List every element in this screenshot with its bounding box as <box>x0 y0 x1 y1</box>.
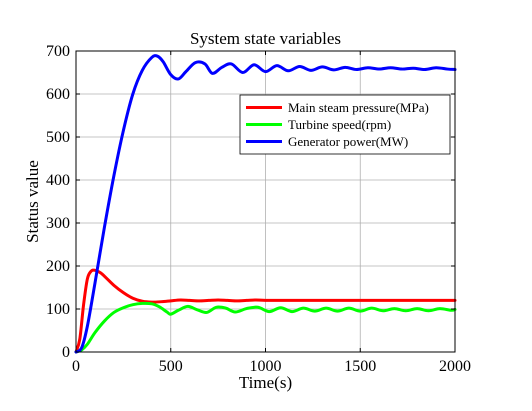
y-tick-label: 0 <box>62 344 70 361</box>
y-tick-label: 400 <box>46 172 70 189</box>
series-lines <box>74 54 457 354</box>
x-tick-label: 1500 <box>344 358 376 375</box>
chart-title: System state variables <box>190 29 341 48</box>
y-tick-label: 700 <box>46 43 70 60</box>
x-tick-label: 2000 <box>439 358 471 375</box>
y-tick-label: 500 <box>46 129 70 146</box>
legend: Main steam pressure(MPa) Turbine speed(rp… <box>239 94 451 155</box>
axis-ticks: 0 500 1000 1500 2000 0 100 200 300 400 500 600 700 <box>46 43 471 375</box>
x-tick-label: 1000 <box>250 358 282 375</box>
y-tick-label: 300 <box>46 215 70 232</box>
legend-label-turbine-speed: Turbine speed(rpm) <box>288 117 391 132</box>
legend-label-generator-power: Generator power(MW) <box>288 134 408 149</box>
x-tick-label: 500 <box>159 358 183 375</box>
x-tick-label: 0 <box>72 358 80 375</box>
series-line-generator-power <box>74 54 457 354</box>
y-axis-title: Status value <box>23 160 42 243</box>
series-line-main-steam-pressure <box>74 268 457 354</box>
y-tick-label: 100 <box>46 301 70 318</box>
x-axis-title: Time(s) <box>239 373 292 392</box>
legend-label-main-steam-pressure: Main steam pressure(MPa) <box>288 100 429 115</box>
y-tick-label: 200 <box>46 258 70 275</box>
y-tick-label: 600 <box>46 86 70 103</box>
series-line-turbine-speed <box>74 301 457 354</box>
